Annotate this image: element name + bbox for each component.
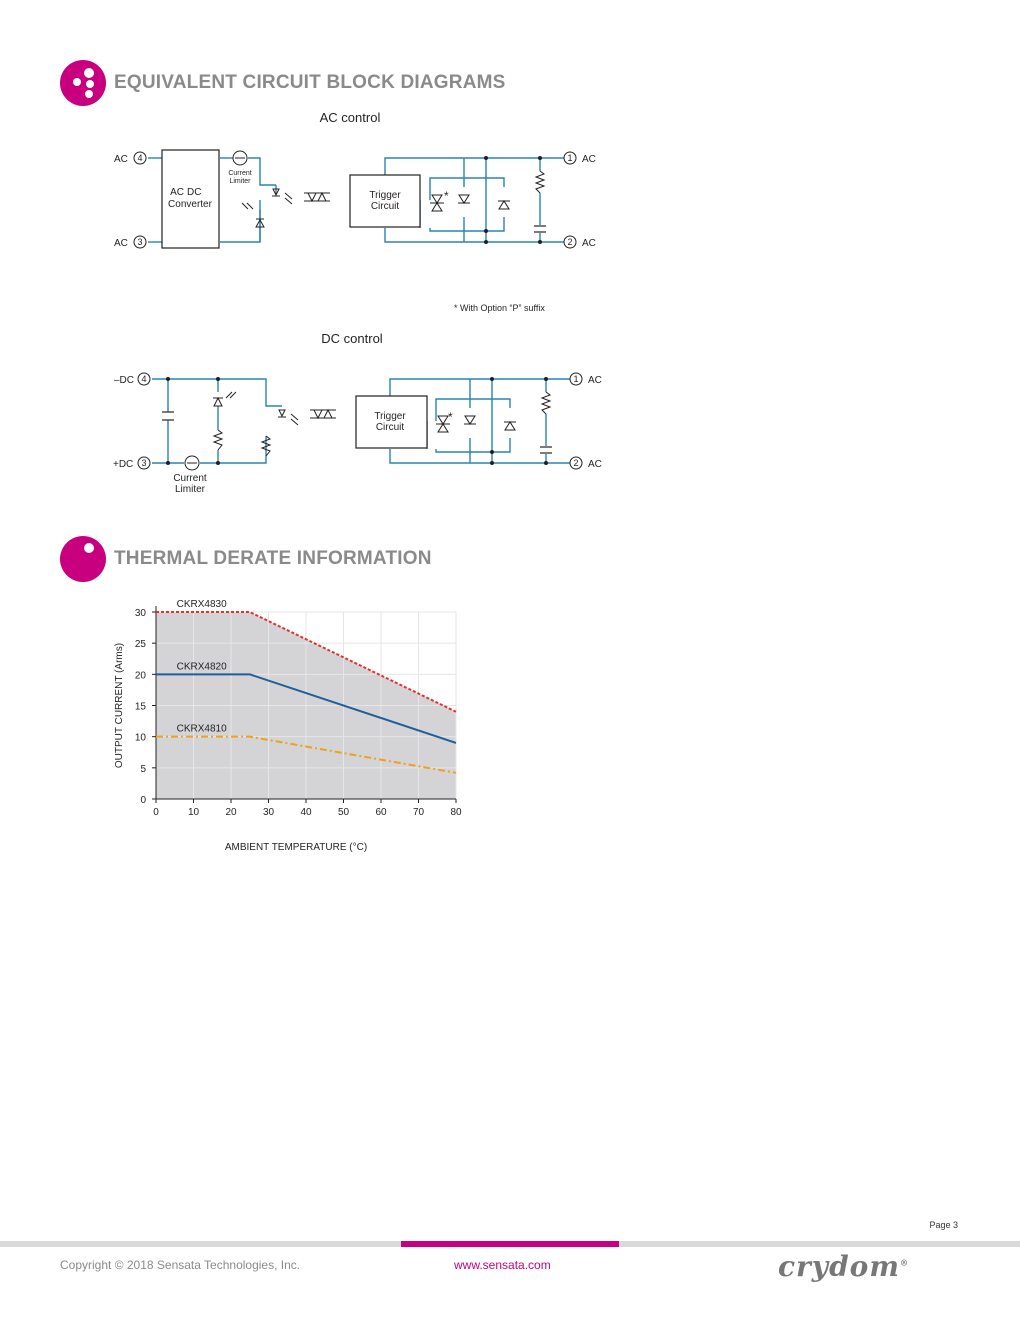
ac-pin2-label: AC — [582, 238, 596, 249]
ac-pin4-number: 4 — [137, 153, 142, 163]
dc-asterisk: * — [448, 410, 453, 424]
series-line-ckrx4820 — [156, 673, 457, 744]
circuit-section-title: EQUIVALENT CIRCUIT BLOCK DIAGRAMS — [114, 72, 506, 93]
ac-footnote: * With Option “P” suffix — [454, 303, 545, 313]
dc-trigger-line1: Trigger — [374, 411, 406, 422]
scr-icon — [464, 415, 516, 431]
dc-trigger-line2: Circuit — [376, 422, 405, 433]
crydom-logo: crydom® — [778, 1250, 909, 1283]
x-tick-label: 20 — [225, 807, 237, 818]
tvs-diode-icon — [436, 415, 450, 433]
dc-trigger-circuit-box — [355, 395, 428, 449]
series-line-ckrx4830 — [156, 611, 457, 713]
y-tick-label: 10 — [135, 733, 147, 744]
dc-pin4-label: –DC — [114, 375, 134, 386]
dc-pin2-label: AC — [588, 459, 602, 470]
y-tick-label: 30 — [135, 608, 147, 619]
ac-dc-converter-box — [161, 149, 220, 249]
ac-pin4-label: AC — [114, 154, 128, 165]
resistor-icon — [534, 170, 546, 194]
y-tick-label: 20 — [135, 670, 147, 681]
ac-limiter-line2: Limiter — [229, 178, 251, 185]
section-icon-thermal — [60, 536, 106, 582]
dots-icon — [73, 68, 94, 98]
ac-pin1-label: AC — [582, 154, 596, 165]
dc-limiter-line2: Limiter — [175, 484, 206, 495]
series-labels: CKRX4830 CKRX4820 CKRX4810 — [177, 599, 227, 735]
y-tick-label: 25 — [135, 639, 147, 650]
dc-control-diagram: DC control 4 3 1 2 –DC +DC AC AC Current — [113, 331, 602, 495]
x-tick-label: 60 — [375, 807, 387, 818]
x-tick-label: 40 — [300, 807, 312, 818]
converter-line3: Converter — [168, 199, 213, 210]
resistor-icon — [260, 435, 272, 457]
y-tick-label: 5 — [140, 764, 146, 775]
dc-limiter-line1: Current — [173, 473, 207, 484]
capacitor-icon — [534, 225, 546, 233]
logo-text: crydom — [778, 1250, 900, 1283]
series-lines — [156, 611, 457, 774]
led-icon — [213, 391, 299, 426]
resistor-icon — [540, 391, 552, 415]
ac-pin3-number: 3 — [137, 237, 142, 247]
ac-trigger-line2: Circuit — [371, 201, 400, 212]
ac-limiter-line1: Current — [228, 170, 251, 177]
current-limiter-icon — [184, 455, 200, 471]
section-icon-circuit — [60, 60, 106, 106]
dc-pin1-number: 1 — [573, 374, 578, 384]
dc-pin1-label: AC — [588, 375, 602, 386]
dc-diagram-title: DC control — [321, 331, 383, 346]
capacitor-icon — [162, 411, 174, 421]
led-icon — [241, 188, 293, 228]
series-label-ckrx4810: CKRX4810 — [177, 724, 227, 735]
dc-pin4-number: 4 — [141, 374, 146, 384]
ac-control-diagram: AC control 4 3 1 2 AC AC AC AC AC DC Con… — [114, 110, 596, 313]
resistor-icon — [212, 429, 224, 451]
tvs-diode-icon — [430, 194, 444, 212]
x-tick-label: 0 — [153, 807, 159, 818]
capacitor-icon — [540, 446, 552, 454]
footer-accent-bar — [401, 1241, 619, 1247]
ac-trigger-line1: Trigger — [369, 190, 401, 201]
x-tick-label: 70 — [413, 807, 425, 818]
converter-line1: AC — [170, 187, 184, 198]
x-axis-label: AMBIENT TEMPERATURE (°C) — [225, 842, 367, 853]
x-tick-label: 10 — [188, 807, 200, 818]
converter-line2: DC — [187, 187, 201, 198]
logo-registered-mark: ® — [899, 1257, 909, 1268]
dot-icon — [84, 543, 94, 553]
page-number: Page 3 — [929, 1220, 958, 1230]
opto-triac-icon — [310, 408, 336, 420]
ac-pin3-label: AC — [114, 238, 128, 249]
axes: 0 10 20 30 40 50 60 70 80 0 5 10 15 20 25 30 — [135, 606, 462, 818]
y-tick-label: 0 — [140, 795, 146, 806]
ac-trigger-circuit-box — [349, 174, 421, 228]
thermal-section-title: THERMAL DERATE INFORMATION — [114, 548, 432, 569]
ac-pin2-number: 2 — [567, 237, 572, 247]
x-tick-label: 80 — [450, 807, 462, 818]
opto-triac-icon — [304, 191, 330, 203]
ac-pin1-number: 1 — [567, 153, 572, 163]
scr-icon — [458, 194, 510, 210]
website-link[interactable]: www.sensata.com — [454, 1258, 551, 1272]
x-tick-label: 30 — [263, 807, 275, 818]
series-label-ckrx4830: CKRX4830 — [177, 599, 227, 610]
series-line-ckrx4810 — [156, 735, 457, 774]
dc-pin3-label: +DC — [113, 459, 133, 470]
y-tick-label: 15 — [135, 702, 147, 713]
copyright-text: Copyright © 2018 Sensata Technologies, I… — [60, 1258, 301, 1272]
current-limiter-icon — [232, 150, 248, 166]
dc-pin2-number: 2 — [573, 458, 578, 468]
series-label-ckrx4820: CKRX4820 — [177, 661, 227, 672]
y-axis-label: OUTPUT CURRENT (Arms) — [114, 643, 125, 768]
ac-asterisk: * — [444, 189, 449, 203]
dc-pin3-number: 3 — [141, 458, 146, 468]
ac-diagram-title: AC control — [320, 110, 381, 125]
x-tick-label: 50 — [338, 807, 350, 818]
